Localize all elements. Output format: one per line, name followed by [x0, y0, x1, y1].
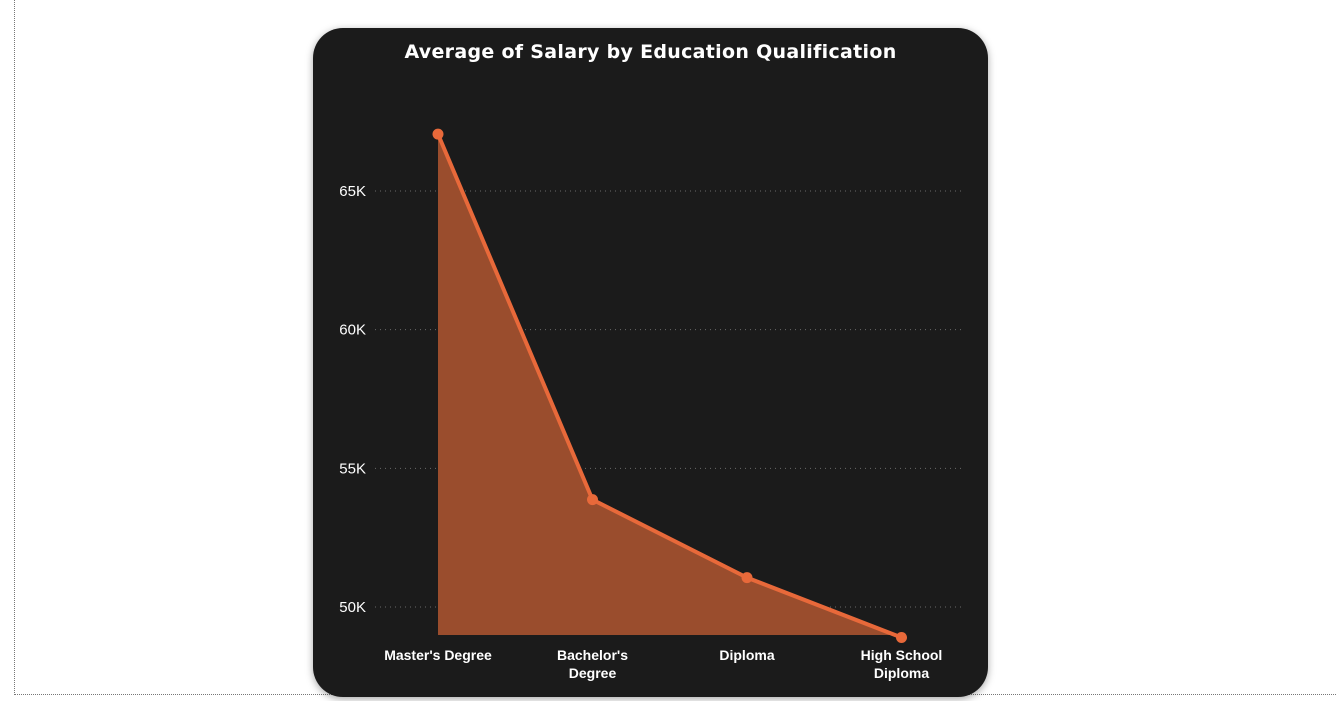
data-point [587, 494, 598, 506]
area-fill-layer [438, 134, 902, 638]
x-category-label: Bachelor's Degree [557, 647, 628, 681]
y-tick-label: 55K [339, 460, 366, 477]
x-category-label-line: Diploma [719, 647, 774, 663]
y-axis-ticks: 50K 55K 60K 65K [339, 183, 366, 616]
y-tick-label: 60K [339, 322, 366, 339]
chart-card: Average of Salary by Education Qualifica… [313, 28, 988, 697]
series-line [436, 132, 904, 640]
data-point [896, 632, 907, 644]
y-tick-label: 65K [339, 183, 366, 200]
area-fill [438, 134, 902, 638]
series-line-layer [436, 132, 904, 640]
data-point [432, 128, 444, 140]
chart-title: Average of Salary by Education Qualifica… [404, 41, 897, 63]
x-category-label-line: Master's Degree [384, 647, 492, 663]
gridlines [375, 190, 963, 608]
x-category-label: High School Diploma [861, 647, 943, 681]
x-category-label: Master's Degree [384, 647, 492, 663]
x-category-label: Diploma [719, 647, 774, 663]
y-tick-label: 50K [339, 599, 366, 616]
x-category-label-line: Bachelor's [557, 647, 628, 663]
line-area-chart: 50K 55K 60K 65K Master's Degree Bachelor's De… [339, 128, 963, 681]
x-category-label-line: High School [861, 647, 943, 663]
x-category-label-line: Degree [569, 665, 617, 681]
x-category-label-line: Diploma [874, 665, 929, 681]
data-point [741, 572, 753, 584]
data-points [432, 128, 907, 644]
